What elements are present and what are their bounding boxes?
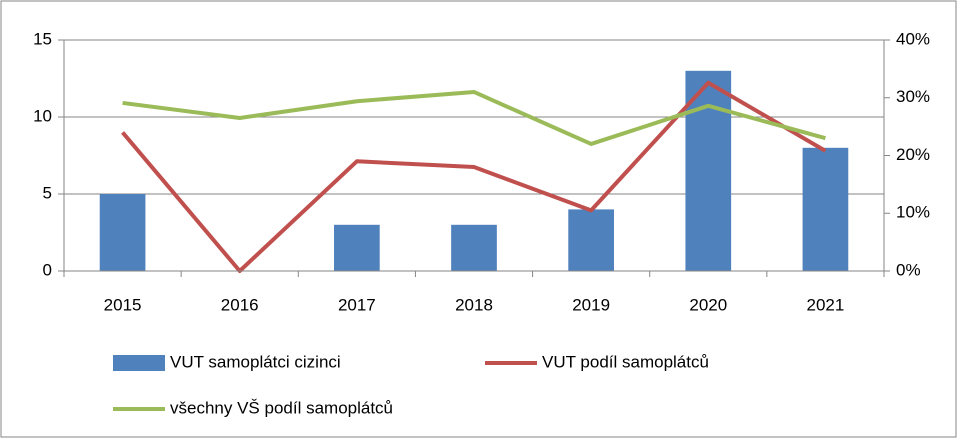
bar xyxy=(334,224,380,271)
y-tick-label: 5 xyxy=(43,183,52,202)
legend-label: VUT samoplátci cizinci xyxy=(170,352,341,371)
y-tick-label: 15 xyxy=(33,29,52,48)
x-tick-label: 2018 xyxy=(455,295,493,314)
bar xyxy=(99,194,146,271)
y2-tick-label: 30% xyxy=(896,87,930,106)
x-tick-label: 2019 xyxy=(572,295,610,314)
y2-tick-label: 10% xyxy=(896,203,930,222)
legend-swatch xyxy=(113,355,165,371)
x-tick-label: 2017 xyxy=(338,295,376,314)
line-series xyxy=(122,89,826,146)
legend-label: všechny VŠ podíl samoplátců xyxy=(170,398,393,417)
bar xyxy=(451,224,497,271)
bar xyxy=(802,147,849,271)
bar xyxy=(568,209,614,271)
y-tick-label: 0 xyxy=(43,260,52,279)
x-tick-label: 2015 xyxy=(104,295,142,314)
y2-tick-label: 0% xyxy=(896,260,921,279)
x-tick-label: 2021 xyxy=(807,295,845,314)
x-tick-label: 2020 xyxy=(689,295,727,314)
y-tick-label: 10 xyxy=(33,106,52,125)
x-tick-label: 2016 xyxy=(221,295,259,314)
y2-tick-label: 40% xyxy=(896,29,930,48)
y2-tick-label: 20% xyxy=(896,145,930,164)
legend-label: VUT podíl samoplátců xyxy=(542,352,709,371)
